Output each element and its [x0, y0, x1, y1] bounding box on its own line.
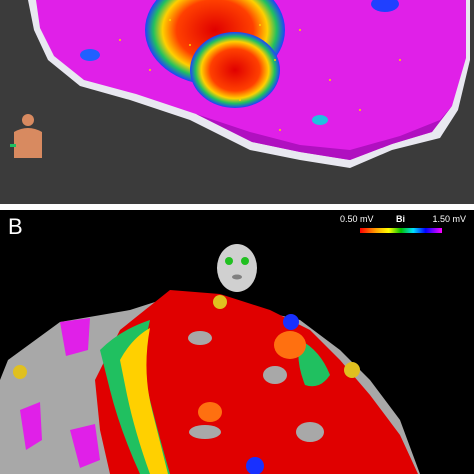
unmapped-hole: [296, 422, 324, 442]
face-orientation-icon: [217, 244, 257, 292]
yellow-marker-sphere: [13, 365, 27, 379]
blue-marker-sphere: [246, 457, 264, 474]
mapping-points: [119, 19, 401, 131]
colorbar-mode-label: Bi: [396, 214, 405, 224]
unmapped-hole: [263, 366, 287, 384]
panel-b-label: B: [8, 214, 23, 239]
panel-a-map-svg: [10, 0, 470, 168]
scar-surface: [95, 290, 418, 474]
colorbar-max-label: 1.50 mV: [432, 214, 466, 224]
unmapped-hole: [188, 331, 212, 345]
healthy-patch: [20, 402, 42, 450]
voltage-colorbar-legend: 0.50 mV Bi 1.50 mV: [340, 214, 466, 238]
unmapped-hole: [189, 425, 221, 439]
panel-b-voltage-map: B: [0, 210, 474, 474]
torso-orientation-icon: [10, 114, 42, 158]
border-zone-patch: [298, 340, 330, 387]
catheter-lesion-spot: [198, 402, 222, 422]
border-zone-band-yellow: [120, 328, 168, 474]
panel-divider: [0, 204, 474, 210]
catheter-lesion-spot: [274, 331, 306, 359]
low-voltage-patch: [80, 49, 100, 61]
low-voltage-patch: [312, 115, 328, 125]
panel-a-voltage-map: [0, 0, 474, 204]
chamber-lower-shadow: [196, 106, 452, 160]
colorbar-min-label: 0.50 mV: [340, 214, 374, 224]
panel-b-map-svg: [0, 244, 420, 474]
colorbar-gradient: [360, 228, 442, 233]
healthy-patch: [60, 318, 90, 356]
low-voltage-patch: [371, 0, 399, 12]
scar-region-lower: [190, 32, 280, 108]
healthy-patch: [70, 424, 100, 468]
yellow-marker-sphere: [213, 295, 227, 309]
blue-marker-sphere: [283, 314, 299, 330]
yellow-marker-sphere: [344, 362, 360, 378]
